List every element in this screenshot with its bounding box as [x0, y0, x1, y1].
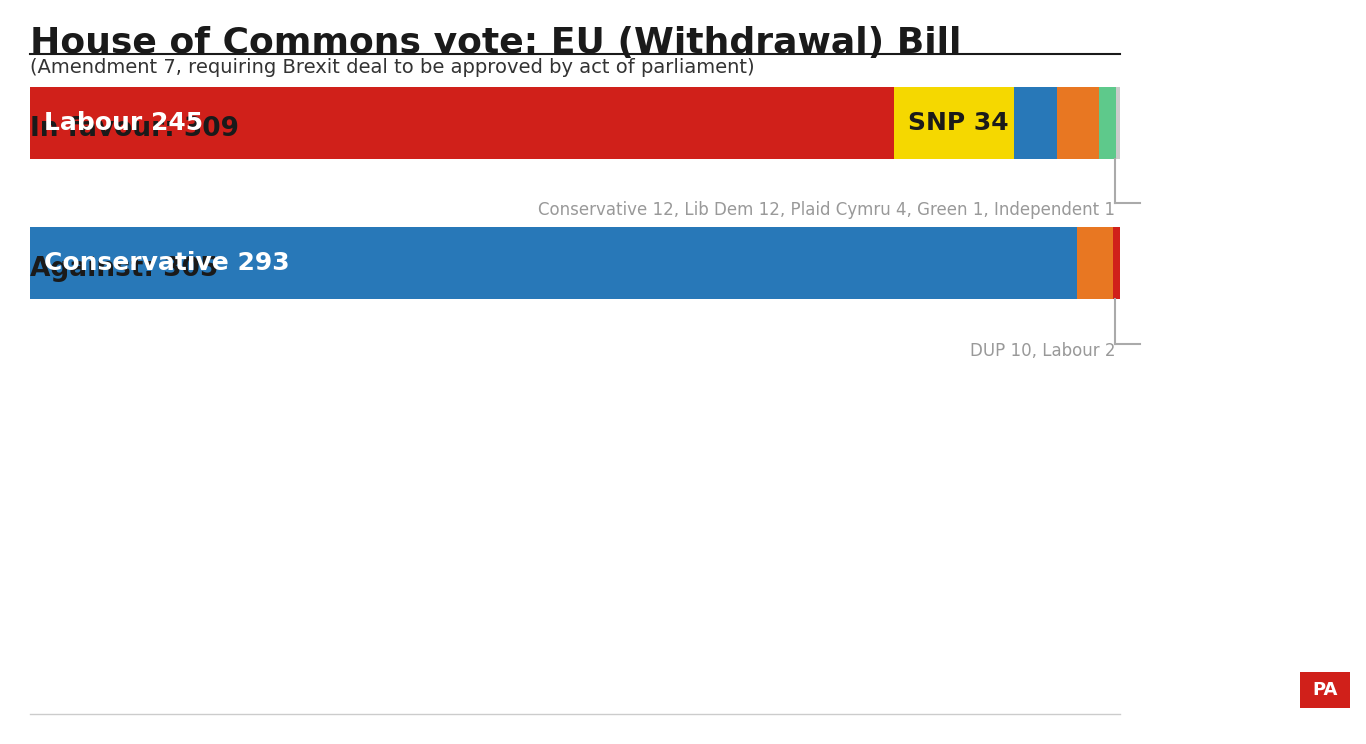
Bar	[1078, 227, 1113, 299]
Bar	[1014, 87, 1056, 159]
Text: DUP 10, Labour 2: DUP 10, Labour 2	[970, 342, 1115, 360]
Bar	[1113, 227, 1120, 299]
Bar	[1300, 672, 1350, 708]
Bar	[1113, 87, 1116, 159]
Text: (Amendment 7, requiring Brexit deal to be approved by act of parliament): (Amendment 7, requiring Brexit deal to b…	[30, 58, 754, 77]
Text: SNP 34: SNP 34	[908, 111, 1009, 135]
Bar	[1056, 87, 1098, 159]
Text: In favour: 309: In favour: 309	[30, 116, 239, 142]
Text: Labour 245: Labour 245	[44, 111, 204, 135]
Text: Conservative 293: Conservative 293	[44, 251, 290, 275]
Text: House of Commons vote: EU (Withdrawal) Bill: House of Commons vote: EU (Withdrawal) B…	[30, 26, 962, 60]
Text: Against: 305: Against: 305	[30, 256, 219, 282]
Bar	[30, 87, 895, 159]
Bar	[1098, 87, 1113, 159]
Text: PA: PA	[1313, 681, 1337, 699]
Bar	[30, 227, 1078, 299]
Text: Conservative 12, Lib Dem 12, Plaid Cymru 4, Green 1, Independent 1: Conservative 12, Lib Dem 12, Plaid Cymru…	[538, 201, 1115, 219]
Bar	[895, 87, 1014, 159]
Bar	[1116, 87, 1120, 159]
